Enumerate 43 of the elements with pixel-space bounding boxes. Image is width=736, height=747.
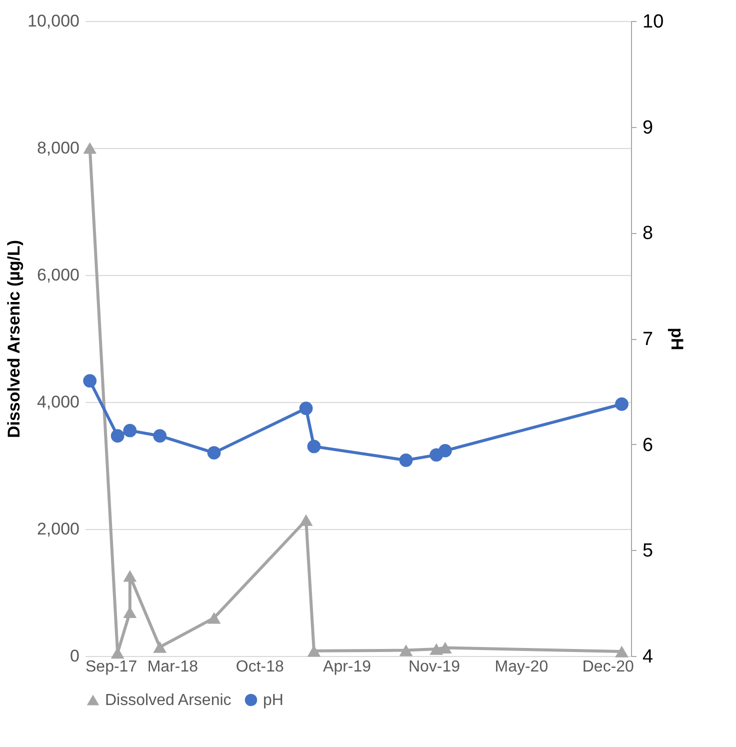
point [123, 424, 137, 438]
y2-tick-label: 7 [642, 329, 654, 350]
point [207, 446, 221, 460]
y-axis-title: Dissolved Arsenic (µg/L) [4, 240, 24, 438]
y2-tick-label: 4 [642, 646, 654, 668]
y2-axis-title: pH [668, 328, 687, 350]
legend-label: Dissolved Arsenic [105, 692, 232, 709]
point [207, 612, 221, 624]
point [83, 142, 97, 154]
y-tick-label: 6,000 [36, 266, 80, 284]
y2-tick-label: 5 [642, 540, 654, 562]
x-tick-label: Nov-19 [408, 658, 460, 676]
y-tick-label: 2,000 [36, 520, 80, 538]
point [615, 397, 628, 411]
y2-tick-label: 10 [642, 12, 664, 32]
point [153, 641, 167, 653]
x-tick-label: May-20 [494, 658, 548, 676]
y-tick-label: 8,000 [36, 138, 80, 158]
y2-tick-label: 8 [642, 223, 654, 244]
point [123, 570, 137, 582]
x-tick-label: Dec-20 [582, 658, 634, 676]
point [110, 429, 124, 443]
point [307, 645, 321, 657]
point [299, 402, 313, 416]
x-tick-label: Mar-18 [147, 658, 198, 676]
point [430, 643, 444, 655]
y-tick-label: 4,000 [36, 392, 80, 412]
y-tick-label: 10,000 [28, 12, 80, 30]
point [399, 454, 413, 467]
point [83, 374, 97, 388]
point [399, 644, 413, 656]
x-tick-label: Apr-19 [323, 658, 372, 676]
point [307, 440, 321, 454]
y-tick-label: 0 [70, 646, 80, 666]
y2-tick-label: 9 [642, 117, 654, 138]
legend-label: pH [263, 692, 284, 709]
x-tick-label: Oct-18 [236, 658, 284, 676]
x-tick-label: Sep-17 [86, 658, 138, 676]
point [299, 514, 313, 526]
point [438, 444, 452, 458]
y2-tick-label: 6 [642, 434, 654, 456]
point [615, 646, 628, 658]
point [153, 429, 167, 443]
